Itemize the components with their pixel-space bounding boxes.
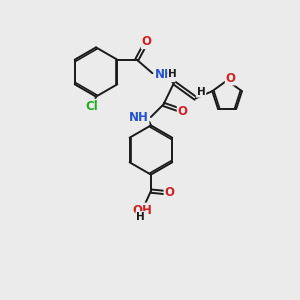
Text: H: H — [196, 87, 206, 97]
Text: O: O — [178, 105, 188, 118]
Text: O: O — [142, 35, 152, 48]
Text: O: O — [226, 71, 236, 85]
Text: NH: NH — [129, 111, 148, 124]
Text: O: O — [164, 185, 175, 199]
Text: H: H — [168, 69, 177, 80]
Text: NH: NH — [155, 68, 175, 81]
Text: H: H — [136, 212, 145, 222]
Text: Cl: Cl — [85, 100, 98, 113]
Text: OH: OH — [133, 203, 153, 217]
